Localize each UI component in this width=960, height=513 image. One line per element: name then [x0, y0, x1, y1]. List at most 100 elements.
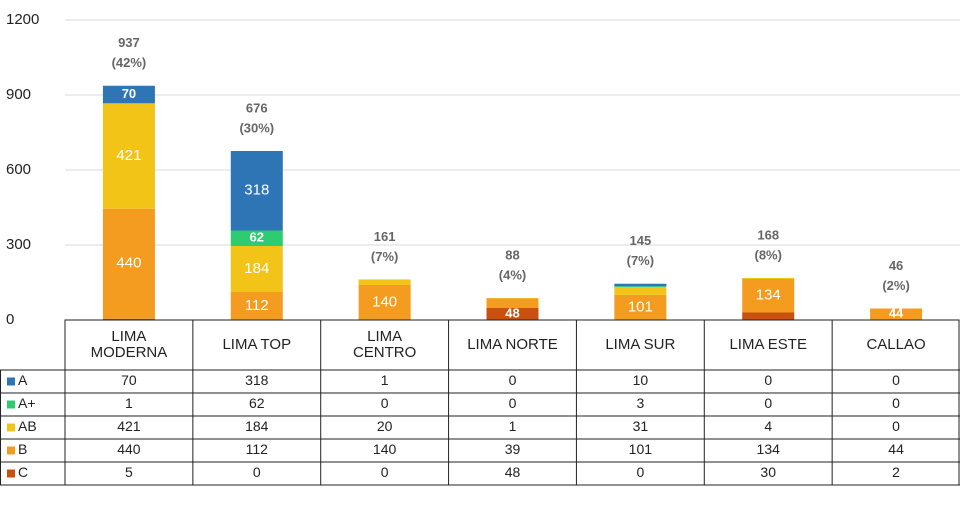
total-label: 88	[505, 247, 519, 262]
table-value: 70	[121, 372, 137, 388]
x-tick-label: LIMA TOP	[222, 336, 291, 353]
table-value: 0	[509, 395, 517, 411]
legend-swatch	[7, 423, 15, 432]
segment-label: 184	[244, 260, 269, 277]
table-value: 1	[381, 372, 389, 388]
total-label: 46	[889, 258, 903, 273]
legend-swatch	[7, 469, 15, 478]
bar-segment	[102, 85, 155, 104]
table-value: 30	[760, 464, 776, 480]
table-value: 2	[892, 464, 900, 480]
table-value: 48	[505, 464, 521, 480]
y-tick-label: 300	[6, 236, 31, 253]
table-value: 39	[505, 441, 521, 457]
table-value: 140	[373, 441, 397, 457]
share-label: (4%)	[499, 267, 526, 282]
table-value: 0	[892, 395, 900, 411]
table-value: 318	[245, 372, 269, 388]
legend-swatch	[7, 400, 15, 409]
table-value: 0	[509, 372, 517, 388]
table-value: 112	[246, 441, 269, 457]
bar-segment	[614, 294, 667, 320]
segment-label: 112	[245, 297, 269, 314]
share-label: (42%)	[112, 55, 147, 70]
bar-segment	[230, 246, 283, 292]
bar-segment	[102, 208, 155, 319]
total-label: 145	[630, 233, 652, 248]
bar-segment	[102, 318, 155, 320]
table-value: 0	[381, 464, 389, 480]
bar-segment	[358, 285, 411, 320]
table-value: 0	[636, 464, 644, 480]
table-value: 31	[633, 418, 649, 434]
bar-segment	[742, 312, 795, 320]
table-value: 1	[509, 418, 517, 434]
segment-label: 62	[250, 230, 264, 245]
segment-label: 318	[244, 182, 269, 199]
bar-segment	[230, 151, 283, 231]
share-label: (7%)	[371, 249, 398, 264]
bar-segment	[486, 298, 539, 308]
bar-segment	[614, 286, 667, 287]
bar-segment	[102, 103, 155, 209]
x-tick-label: LIMA MODERNA	[91, 328, 168, 361]
total-label: 676	[246, 100, 268, 115]
segment-label: 48	[505, 305, 519, 320]
segment-label: 101	[628, 298, 653, 315]
y-tick-label: 1200	[6, 11, 39, 28]
total-label: 168	[757, 227, 779, 242]
legend-label: B	[18, 441, 27, 457]
table-value: 0	[892, 372, 900, 388]
segment-label: 421	[116, 147, 141, 164]
share-label: (7%)	[627, 253, 654, 268]
x-tick-label: CALLAO	[866, 336, 925, 353]
table-value: 3	[636, 395, 644, 411]
x-tick-label: LIMA NORTE	[467, 336, 558, 353]
table-value: 1	[125, 395, 133, 411]
x-tick-label: LIMA SUR	[605, 336, 675, 353]
y-tick-label: 0	[6, 311, 14, 328]
bar-segment	[742, 278, 795, 279]
legend-swatch	[7, 377, 15, 386]
table-value: 184	[245, 418, 269, 434]
table-value: 0	[764, 372, 772, 388]
segment-label: 44	[889, 305, 904, 320]
segment-label: 140	[372, 293, 397, 310]
legend-label: A+	[18, 395, 36, 411]
bar-segment	[230, 292, 283, 320]
bar-segment	[230, 230, 283, 246]
segment-label: 134	[756, 287, 781, 304]
table-value: 5	[125, 464, 133, 480]
bar-segment	[358, 280, 411, 285]
table-value: 0	[381, 395, 389, 411]
bar-segment	[614, 283, 667, 287]
legend-swatch	[7, 446, 15, 455]
total-label: 161	[374, 229, 396, 244]
legend-label: C	[18, 464, 28, 480]
share-label: (8%)	[754, 247, 781, 262]
table-value: 440	[117, 441, 141, 457]
bar-segment	[870, 308, 923, 320]
table-value: 4	[764, 418, 772, 434]
table-value: 0	[253, 464, 261, 480]
y-tick-label: 900	[6, 86, 31, 103]
table-value: 101	[629, 441, 653, 457]
segment-label: 440	[116, 255, 141, 272]
x-tick-label: LIMA ESTE	[729, 336, 807, 353]
y-tick-label: 600	[6, 161, 31, 178]
x-tick-label: LIMA CENTRO	[353, 328, 416, 361]
table-value: 20	[377, 418, 393, 434]
share-label: (2%)	[882, 278, 909, 293]
bar-segment	[486, 308, 539, 320]
table-value: 0	[892, 418, 900, 434]
share-label: (30%)	[239, 120, 274, 135]
legend-label: AB	[18, 418, 37, 434]
table-value: 421	[117, 418, 141, 434]
bar-segment	[742, 279, 795, 313]
table-value: 44	[888, 441, 904, 457]
table-value: 134	[757, 441, 781, 457]
total-label: 937	[118, 35, 140, 50]
legend-label: A	[18, 372, 28, 388]
